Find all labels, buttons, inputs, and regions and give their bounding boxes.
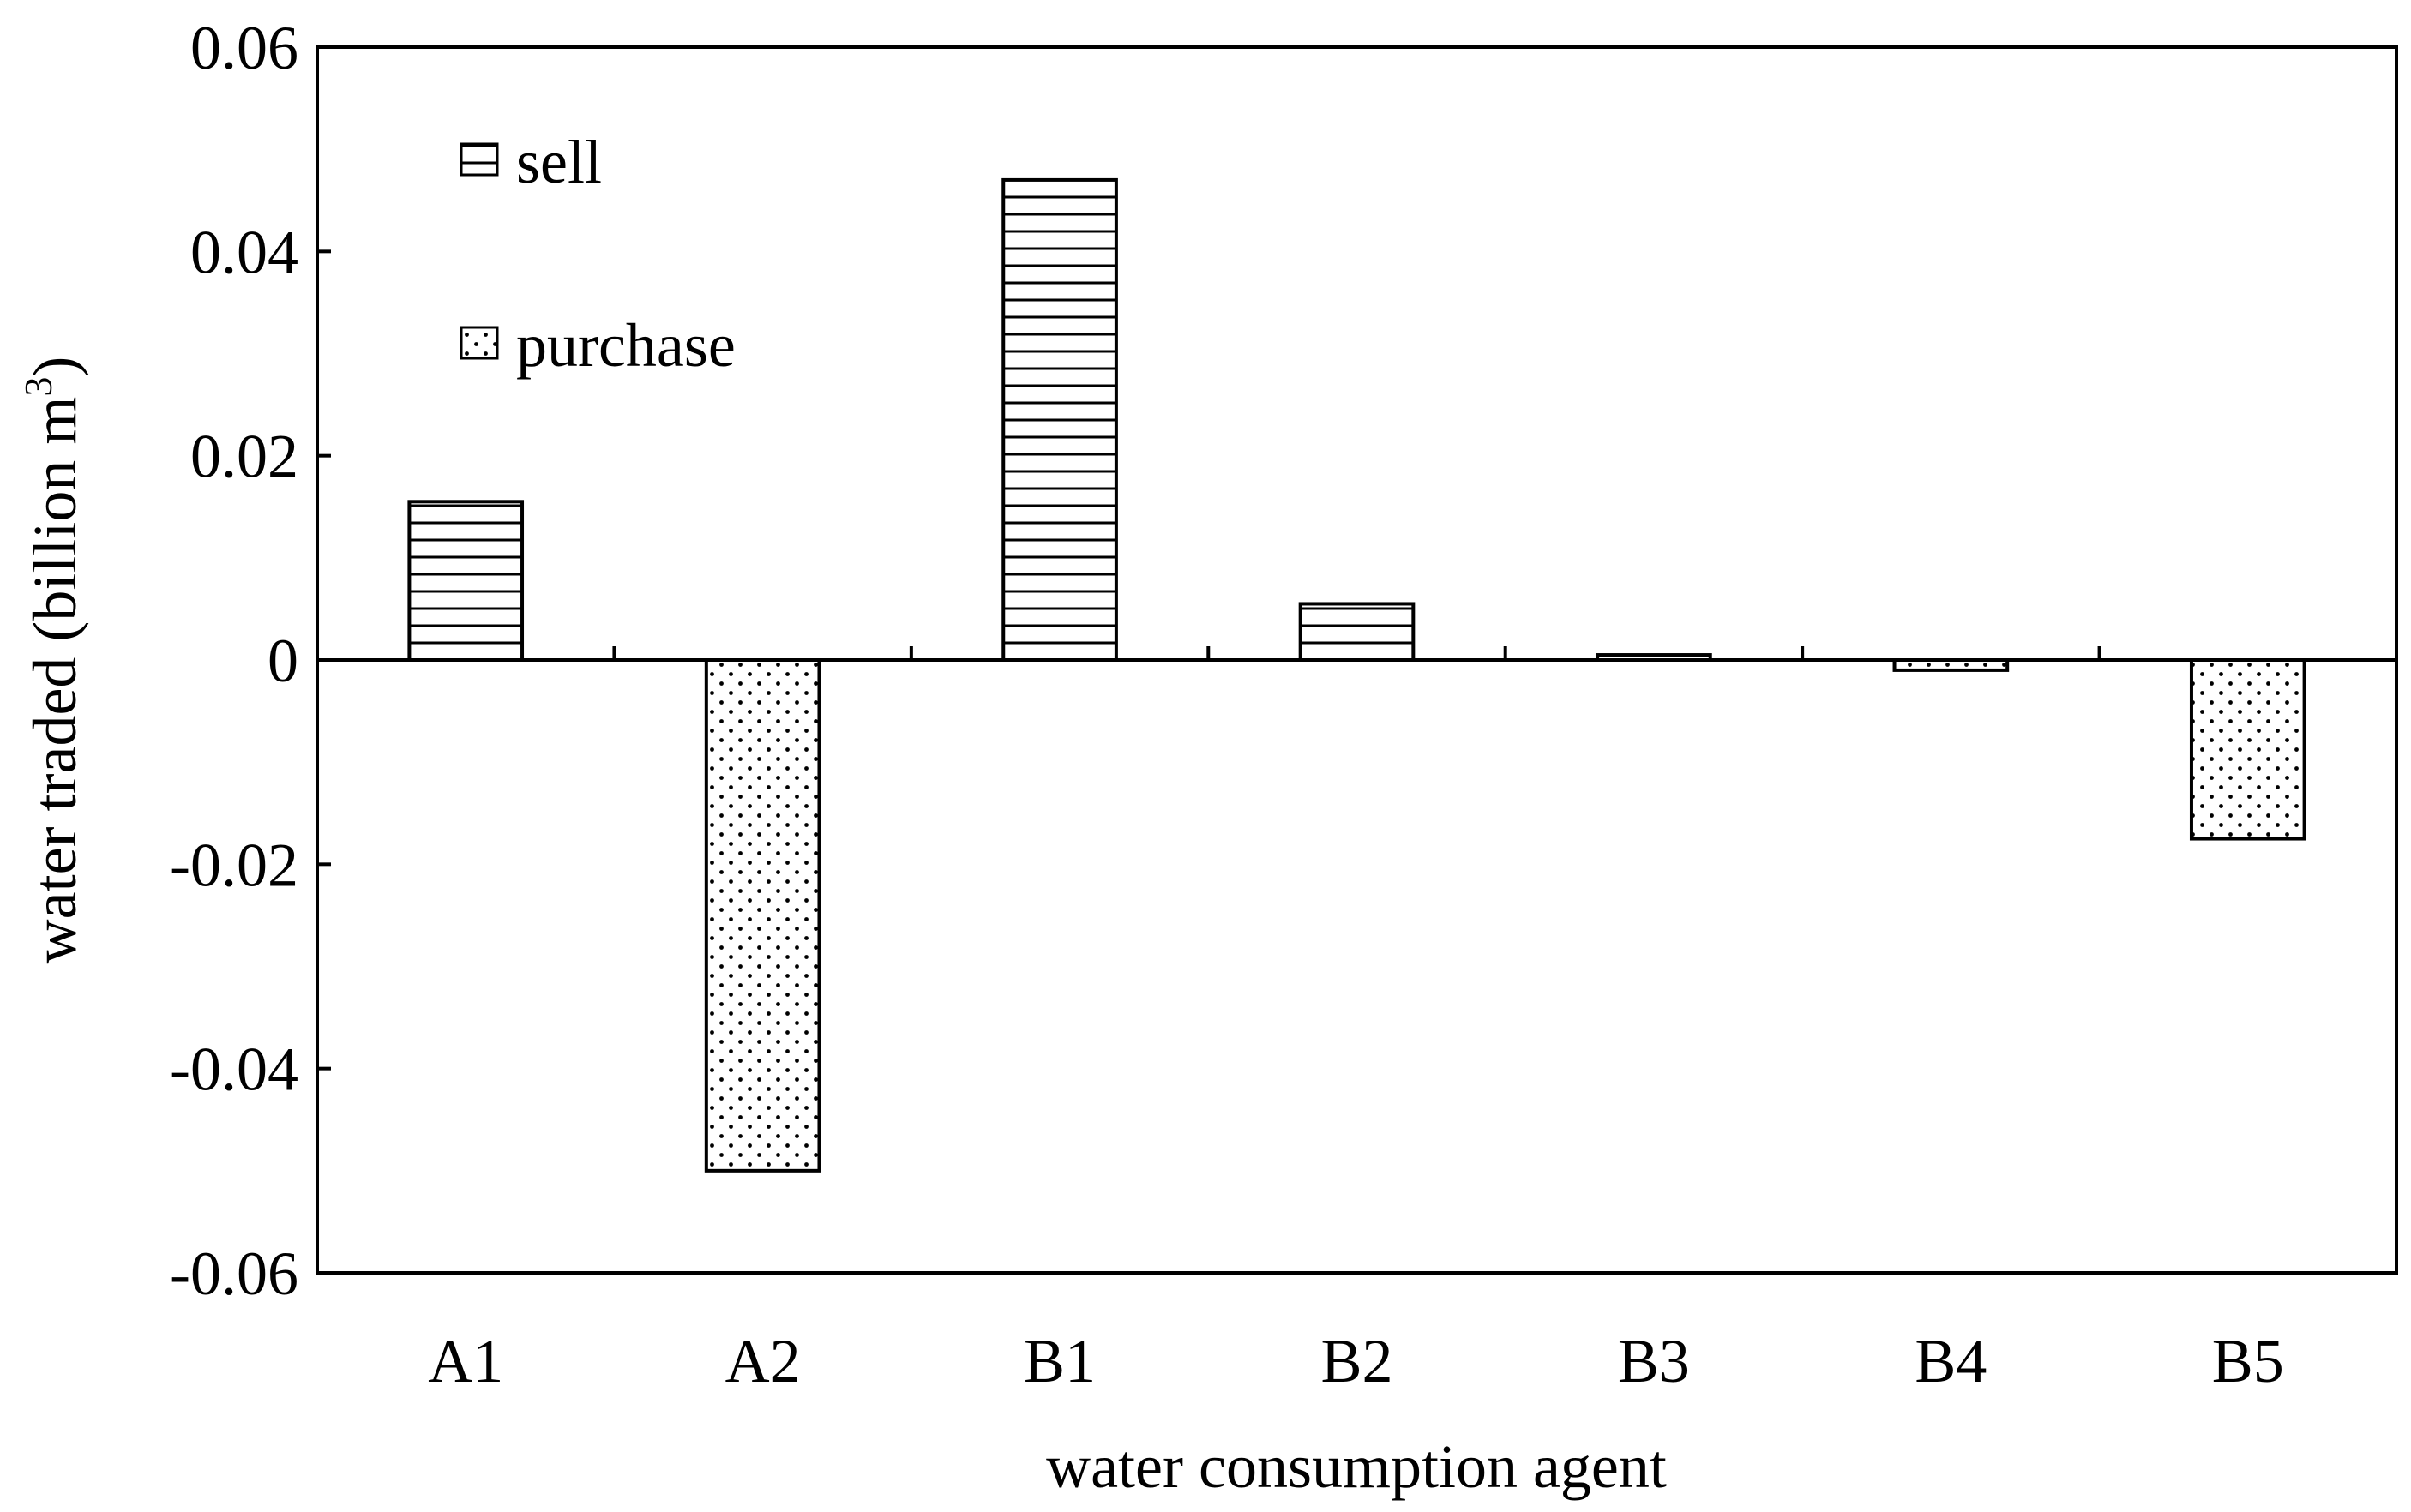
x-category-label: B3 xyxy=(1618,1327,1690,1395)
x-axis-category-labels: A1 A2 B1 B2 B3 B4 B5 xyxy=(428,1327,2284,1395)
bar-sell-B1 xyxy=(1001,177,1118,662)
y-tick-label: 0.02 xyxy=(190,423,298,491)
bar-purchase-B5 xyxy=(2189,658,2306,841)
x-category-label: B5 xyxy=(2212,1327,2284,1395)
x-axis-label: water consumption agent xyxy=(1046,1432,1667,1501)
legend: sell purchase xyxy=(460,128,736,380)
y-axis-label-superscript: 3 xyxy=(16,377,60,397)
y-axis-label-close: ) xyxy=(21,357,89,377)
y-axis-label-text: water traded (billion m xyxy=(21,397,89,964)
bar-purchase-A2 xyxy=(704,658,821,1173)
y-tick-label: 0.06 xyxy=(190,14,298,82)
legend-swatch-sell xyxy=(460,142,499,177)
x-axis-category-ticks xyxy=(612,646,2101,660)
y-tick-label: 0 xyxy=(268,627,298,695)
y-tick-label: -0.02 xyxy=(170,831,298,899)
x-category-label: A2 xyxy=(725,1327,801,1395)
y-axis-label: water traded (billion m3) xyxy=(16,357,89,964)
x-category-label: B1 xyxy=(1024,1327,1096,1395)
bar-sell-A1 xyxy=(407,500,525,663)
y-tick-label: -0.06 xyxy=(170,1239,298,1308)
x-category-label: A1 xyxy=(428,1327,503,1395)
legend-swatch-purchase xyxy=(460,326,499,360)
x-category-label: B4 xyxy=(1915,1327,1987,1395)
y-axis-tick-labels: -0.06 -0.04 -0.02 0 0.02 0.04 0.06 xyxy=(170,14,298,1308)
bar-sell-B2 xyxy=(1298,602,1416,662)
y-tick-label: 0.04 xyxy=(190,218,298,286)
legend-label-purchase: purchase xyxy=(516,311,736,380)
x-category-label: B2 xyxy=(1320,1327,1392,1395)
legend-label-sell: sell xyxy=(516,128,602,196)
y-tick-label: -0.04 xyxy=(170,1035,298,1104)
